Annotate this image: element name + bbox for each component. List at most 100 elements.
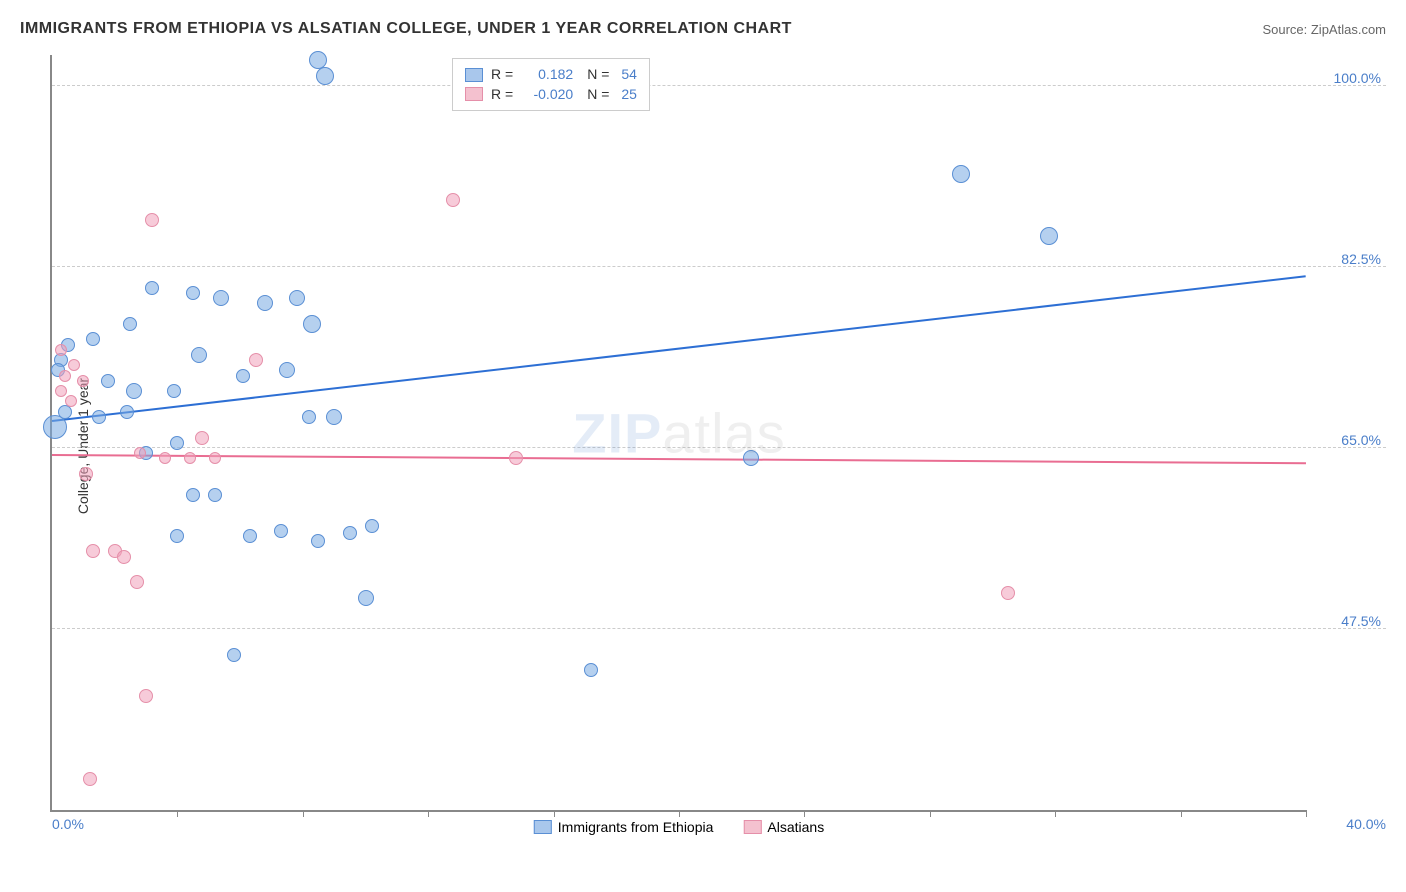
data-point (1040, 227, 1058, 245)
trend-line (52, 454, 1306, 464)
data-point (170, 436, 184, 450)
data-point (358, 590, 374, 606)
data-point (302, 410, 316, 424)
data-point (86, 544, 100, 558)
legend-series-name: Immigrants from Ethiopia (558, 819, 714, 835)
data-point (509, 451, 523, 465)
data-point (55, 344, 67, 356)
legend-stat-row: R = -0.020 N = 25 (465, 85, 637, 105)
data-point (274, 524, 288, 538)
data-point (279, 362, 295, 378)
legend-swatch (465, 68, 483, 82)
data-point (316, 67, 334, 85)
y-tick-label: 65.0% (1341, 432, 1381, 448)
data-point (191, 347, 207, 363)
y-tick-label: 82.5% (1341, 251, 1381, 267)
x-tick (930, 810, 931, 817)
legend-stats: R = 0.182 N = 54 R = -0.020 N = 25 (452, 58, 650, 111)
data-point (145, 281, 159, 295)
data-point (167, 384, 181, 398)
x-tick (177, 810, 178, 817)
legend-n-value: 54 (621, 65, 637, 85)
data-point (101, 374, 115, 388)
data-point (170, 529, 184, 543)
legend-series-item: Immigrants from Ethiopia (534, 819, 714, 835)
data-point (130, 575, 144, 589)
chart-area: College, Under 1 year ZIPatlas R =0.182N… (50, 55, 1386, 837)
gridline (52, 628, 1386, 629)
gridline (52, 266, 1386, 267)
data-point (83, 772, 97, 786)
data-point (195, 431, 209, 445)
legend-stat-row: R = 0.182 N = 54 (465, 65, 637, 85)
data-point (365, 519, 379, 533)
y-tick-label: 100.0% (1334, 70, 1381, 86)
watermark-light: atlas (662, 401, 785, 464)
legend-n-label: N = (587, 85, 609, 105)
legend-n-label: N = (587, 65, 609, 85)
x-tick (303, 810, 304, 817)
x-axis-max-label: 40.0% (1346, 816, 1386, 832)
data-point (139, 689, 153, 703)
data-point (65, 395, 77, 407)
data-point (343, 526, 357, 540)
legend-r-label: R = (491, 85, 513, 105)
legend-r-label: R = (491, 65, 513, 85)
gridline (52, 85, 1386, 86)
source-attribution: Source: ZipAtlas.com (1262, 22, 1386, 37)
data-point (311, 534, 325, 548)
y-tick-label: 47.5% (1341, 613, 1381, 629)
data-point (743, 450, 759, 466)
data-point (186, 488, 200, 502)
data-point (236, 369, 250, 383)
data-point (184, 452, 196, 464)
legend-series: Immigrants from Ethiopia Alsatians (534, 819, 824, 835)
x-tick (1306, 810, 1307, 817)
data-point (79, 467, 93, 481)
data-point (55, 385, 67, 397)
x-tick (1181, 810, 1182, 817)
data-point (227, 648, 241, 662)
legend-series-item: Alsatians (743, 819, 824, 835)
data-point (117, 550, 131, 564)
legend-r-value: 0.182 (521, 65, 573, 85)
data-point (208, 488, 222, 502)
plot-region: ZIPatlas R =0.182N =54R =-0.020N =25 0.0… (50, 55, 1306, 812)
data-point (209, 452, 221, 464)
data-point (303, 315, 321, 333)
data-point (145, 213, 159, 227)
data-point (126, 383, 142, 399)
legend-series-name: Alsatians (767, 819, 824, 835)
legend-n-value: 25 (621, 85, 637, 105)
x-tick (679, 810, 680, 817)
chart-title: IMMIGRANTS FROM ETHIOPIA VS ALSATIAN COL… (20, 20, 792, 38)
data-point (123, 317, 137, 331)
x-tick (428, 810, 429, 817)
data-point (186, 286, 200, 300)
data-point (289, 290, 305, 306)
data-point (584, 663, 598, 677)
data-point (68, 359, 80, 371)
data-point (257, 295, 273, 311)
data-point (243, 529, 257, 543)
x-tick (804, 810, 805, 817)
data-point (86, 332, 100, 346)
legend-r-value: -0.020 (521, 85, 573, 105)
data-point (159, 452, 171, 464)
x-tick (1055, 810, 1056, 817)
x-axis-min-label: 0.0% (52, 816, 84, 832)
data-point (1001, 586, 1015, 600)
data-point (134, 447, 146, 459)
data-point (77, 375, 89, 387)
x-tick (554, 810, 555, 817)
legend-swatch (534, 820, 552, 834)
data-point (213, 290, 229, 306)
trend-line (52, 275, 1306, 422)
data-point (326, 409, 342, 425)
legend-swatch (465, 87, 483, 101)
legend-swatch (743, 820, 761, 834)
data-point (249, 353, 263, 367)
watermark-bold: ZIP (572, 401, 662, 464)
gridline (52, 447, 1386, 448)
data-point (92, 410, 106, 424)
